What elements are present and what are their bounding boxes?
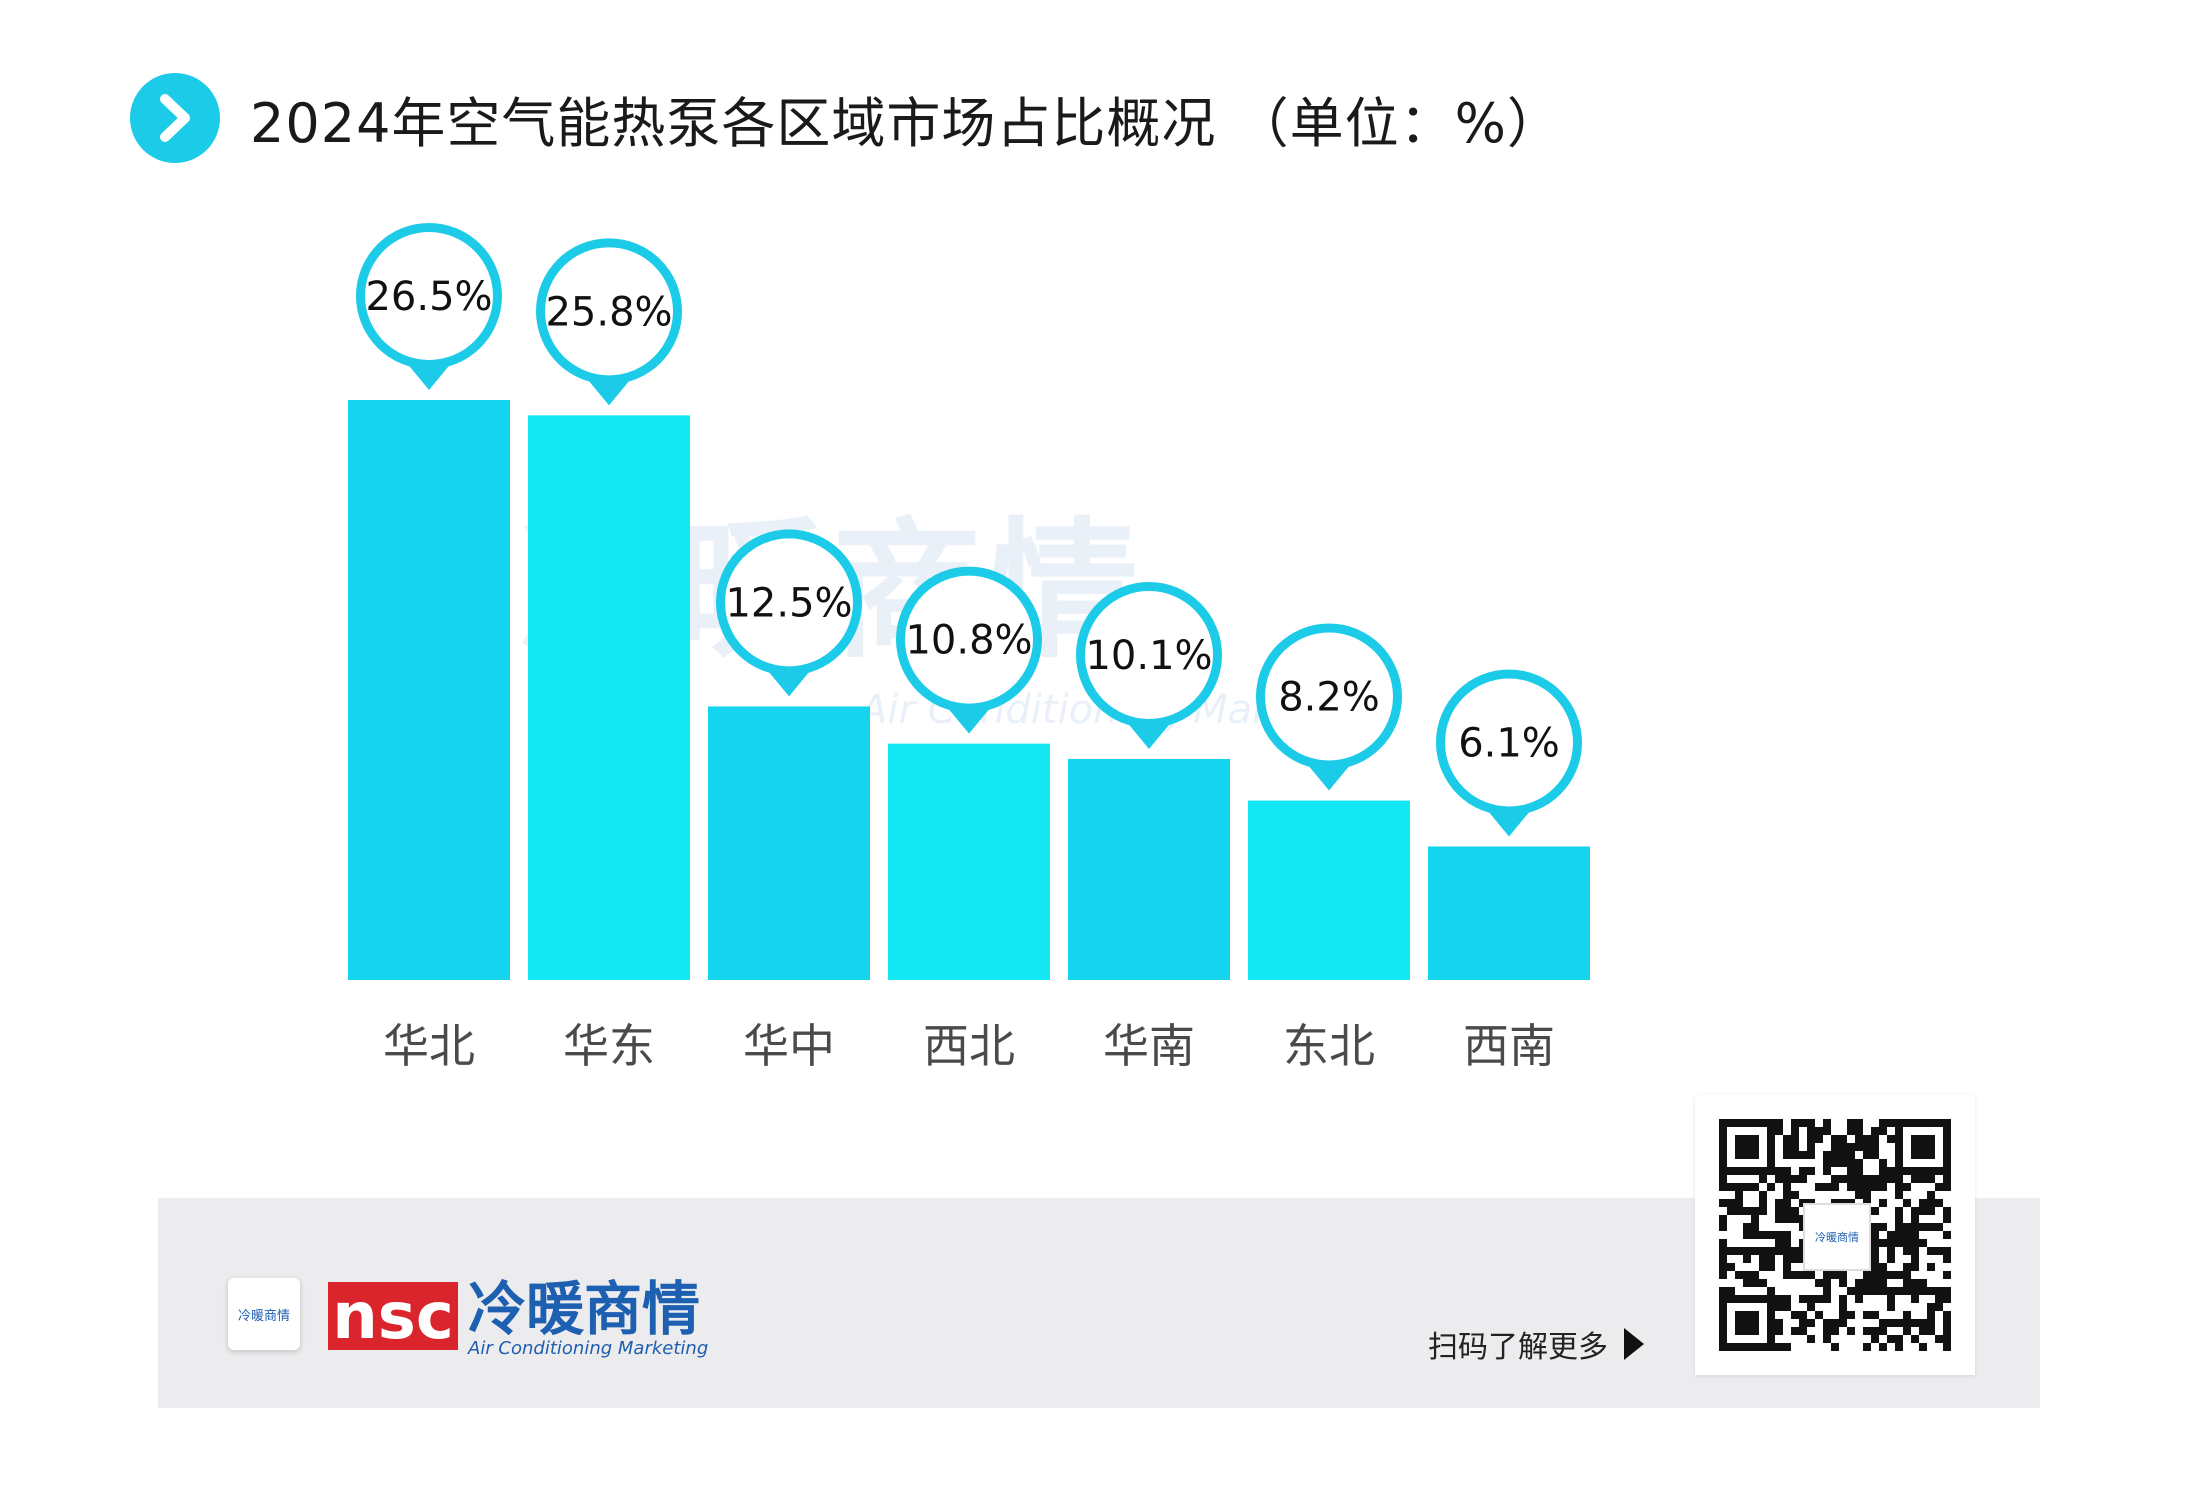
play-arrow-icon [1624, 1328, 1644, 1360]
brand-name-en: Air Conditioning Marketing [468, 1338, 709, 1359]
data-label: 12.5% [725, 580, 852, 626]
value-marker [1076, 581, 1222, 749]
category-label: 西南 [1463, 1019, 1555, 1073]
qr-code[interactable]: 冷暖商情 [1695, 1095, 1975, 1375]
app-logo-text: 冷暖商情 [237, 1308, 290, 1324]
bar-西南 [1428, 846, 1590, 980]
category-label: 西北 [923, 1019, 1015, 1073]
category-label: 华南 [1103, 1019, 1195, 1073]
chevron-right-icon [130, 73, 220, 163]
nsc-logo-text: nsc [332, 1280, 454, 1354]
data-label: 10.1% [1085, 633, 1212, 679]
nsc-logo-icon: nsc [328, 1280, 458, 1354]
bar-华东 [528, 415, 690, 980]
value-marker [716, 529, 862, 697]
data-label: 26.5% [365, 274, 492, 320]
bar-华南 [1068, 758, 1230, 980]
scan-prompt: 扫码了解更多 [1428, 1322, 1644, 1366]
data-label: 25.8% [545, 289, 672, 335]
value-marker [1256, 623, 1402, 791]
scan-text: 扫码了解更多 [1428, 1330, 1608, 1365]
data-label: 10.8% [905, 618, 1032, 664]
app-logo-tile: 冷暖商情 [228, 1278, 300, 1350]
bar-华中 [708, 706, 870, 980]
bar-chart: 26.5% 华北 25.8% 华东 12.5% 华中 10.8% 西北 10.1% 华南 8.2% 东… [348, 223, 1590, 1073]
bar-东北 [1248, 800, 1410, 980]
bar-西北 [888, 743, 1050, 980]
value-marker [896, 566, 1042, 734]
data-label: 8.2% [1278, 675, 1380, 721]
category-label: 东北 [1283, 1019, 1375, 1073]
qr-logo-text: 冷暖商情 [1815, 1231, 1859, 1244]
chart-title-row: 2024年空气能热泵各区域市场占比概况 （单位：%） [130, 70, 1562, 166]
value-marker [356, 223, 502, 390]
category-label: 华中 [743, 1019, 835, 1073]
data-label: 6.1% [1458, 720, 1560, 766]
qr-code-pattern [1719, 1119, 1951, 1351]
value-marker [1436, 669, 1582, 837]
bar-华北 [348, 400, 510, 980]
brand-name-cn: 冷暖商情 [468, 1275, 701, 1343]
value-marker [536, 238, 682, 406]
qr-center-logo: 冷暖商情 [1803, 1203, 1871, 1271]
category-label: 华东 [563, 1019, 655, 1073]
category-label: 华北 [383, 1019, 475, 1073]
brand-logo: nsc 冷暖商情 Air Conditioning Marketing [328, 1278, 708, 1358]
chart-title: 2024年空气能热泵各区域市场占比概况 （单位：%） [250, 91, 1562, 155]
